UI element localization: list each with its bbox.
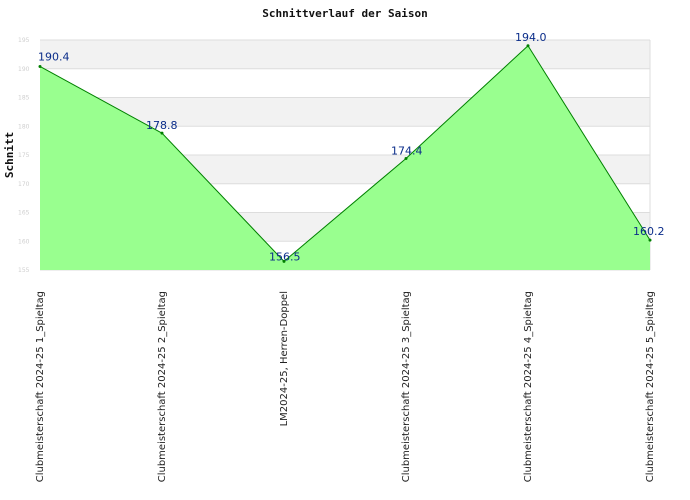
data-label: 160.2 <box>633 225 665 238</box>
data-label: 174.4 <box>391 144 423 157</box>
background-band <box>40 40 650 69</box>
area-fill <box>40 45 650 270</box>
data-point <box>282 259 286 263</box>
y-tick-label: 180 <box>18 123 30 130</box>
data-label: 194.0 <box>515 31 547 44</box>
data-point <box>404 156 408 160</box>
y-tick-label: 175 <box>18 152 30 159</box>
y-tick-label: 165 <box>18 210 30 217</box>
data-point <box>526 44 530 48</box>
data-labels: 190.4 178.8 156.5 174.4 194.0 160.2 <box>38 31 665 264</box>
data-point <box>648 238 652 242</box>
y-tick-label: 155 <box>18 267 30 274</box>
x-tick-label: LM2024-25, Herren-Doppel <box>279 291 290 426</box>
chart-title: Schnittverlauf der Saison <box>262 7 428 20</box>
y-tick-label: 170 <box>18 181 30 188</box>
data-label: 178.8 <box>146 119 178 132</box>
x-tick-label: Clubmeisterschaft 2024-25 4_Spieltag <box>523 291 534 482</box>
y-axis-ticks: 155 160 165 170 175 180 185 190 195 <box>18 37 30 274</box>
data-point <box>38 64 42 68</box>
data-label: 156.5 <box>269 250 301 263</box>
x-tick-label: Clubmeisterschaft 2024-25 1_Spieltag <box>35 291 46 482</box>
data-label: 190.4 <box>38 50 70 63</box>
y-tick-label: 160 <box>18 238 30 245</box>
data-point <box>160 131 164 135</box>
x-tick-label: Clubmeisterschaft 2024-25 2_Spieltag <box>157 291 168 482</box>
x-axis-ticks: Clubmeisterschaft 2024-25 1_Spieltag Club… <box>35 291 656 482</box>
y-tick-label: 185 <box>18 95 30 102</box>
series-area-layer <box>38 44 652 270</box>
x-tick-label: Clubmeisterschaft 2024-25 3_Spieltag <box>401 291 412 482</box>
background-band <box>40 68 650 98</box>
series-line <box>39 44 651 263</box>
y-tick-label: 195 <box>18 37 30 44</box>
y-tick-label: 190 <box>18 66 30 73</box>
x-tick-label: Clubmeisterschaft 2024-25 5_Spieltag <box>645 291 656 482</box>
y-axis-label: Schnitt <box>3 132 16 178</box>
